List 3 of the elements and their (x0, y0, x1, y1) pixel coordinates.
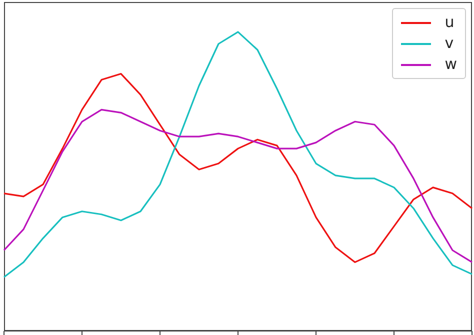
legend-label: u (444, 12, 454, 33)
legend-label: w (444, 54, 457, 75)
legend-label: v (444, 33, 454, 54)
